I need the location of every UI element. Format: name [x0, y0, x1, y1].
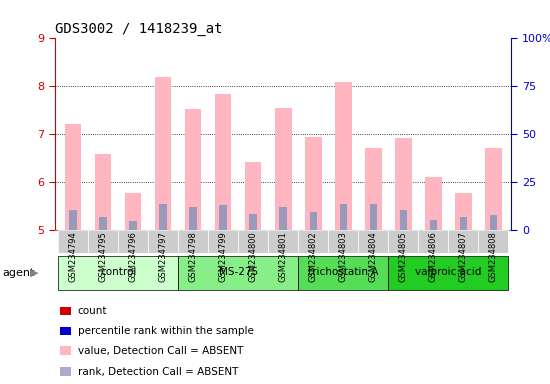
Bar — [69, 210, 77, 230]
Bar — [388, 230, 419, 253]
Bar — [448, 230, 478, 253]
Text: trichostatin A: trichostatin A — [308, 267, 378, 277]
Bar — [460, 217, 467, 230]
Bar — [298, 230, 328, 253]
Bar — [215, 94, 232, 230]
Text: GSM234807: GSM234807 — [459, 232, 468, 282]
Bar — [388, 256, 509, 290]
Bar — [238, 230, 268, 253]
Bar — [310, 212, 317, 230]
Bar — [59, 367, 71, 376]
Bar — [395, 138, 411, 230]
Text: GSM234795: GSM234795 — [98, 232, 108, 282]
Text: GSM234799: GSM234799 — [219, 232, 228, 282]
Bar — [178, 256, 298, 290]
Bar — [365, 148, 382, 230]
Bar — [59, 327, 71, 335]
Bar — [59, 346, 71, 355]
Text: valproic acid: valproic acid — [415, 267, 482, 277]
Bar — [65, 124, 81, 230]
Bar — [370, 204, 377, 230]
Bar — [160, 204, 167, 230]
Bar — [208, 230, 238, 253]
Bar — [88, 230, 118, 253]
Text: GSM234808: GSM234808 — [489, 232, 498, 282]
Bar — [189, 207, 197, 230]
Text: GSM234806: GSM234806 — [429, 232, 438, 282]
Text: GSM234800: GSM234800 — [249, 232, 258, 282]
Bar — [430, 220, 437, 230]
Text: GSM234804: GSM234804 — [369, 232, 378, 282]
Bar — [455, 194, 472, 230]
Bar — [185, 109, 201, 230]
Text: MS-275: MS-275 — [219, 267, 258, 277]
Bar — [279, 207, 287, 230]
Text: value, Detection Call = ABSENT: value, Detection Call = ABSENT — [78, 346, 243, 356]
Bar — [95, 154, 111, 230]
Text: GSM234801: GSM234801 — [279, 232, 288, 282]
Bar — [125, 193, 141, 230]
Bar — [118, 230, 148, 253]
Bar — [219, 205, 227, 230]
Text: GSM234797: GSM234797 — [158, 232, 168, 282]
Text: GSM234803: GSM234803 — [339, 232, 348, 282]
Bar — [490, 215, 497, 230]
Bar — [335, 82, 351, 230]
Bar — [178, 230, 208, 253]
Bar — [400, 210, 407, 230]
Bar — [419, 230, 448, 253]
Bar — [100, 217, 107, 230]
Bar — [275, 108, 292, 230]
Text: percentile rank within the sample: percentile rank within the sample — [78, 326, 254, 336]
Bar — [245, 162, 261, 230]
Bar — [359, 230, 388, 253]
Text: rank, Detection Call = ABSENT: rank, Detection Call = ABSENT — [78, 367, 238, 377]
Bar — [478, 230, 509, 253]
Text: GSM234805: GSM234805 — [399, 232, 408, 282]
Bar — [58, 256, 178, 290]
Bar — [425, 177, 442, 230]
Text: GSM234798: GSM234798 — [189, 232, 197, 282]
Text: count: count — [78, 306, 107, 316]
Text: agent: agent — [3, 268, 35, 278]
Bar — [155, 77, 172, 230]
Text: ▶: ▶ — [30, 268, 38, 278]
Bar — [485, 148, 502, 230]
Text: GSM234802: GSM234802 — [309, 232, 318, 282]
Bar — [268, 230, 298, 253]
Bar — [148, 230, 178, 253]
Bar — [59, 307, 71, 315]
Text: control: control — [100, 267, 136, 277]
Bar — [339, 204, 347, 230]
Bar — [328, 230, 359, 253]
Bar — [250, 214, 257, 230]
Text: GDS3002 / 1418239_at: GDS3002 / 1418239_at — [55, 22, 223, 36]
Text: GSM234794: GSM234794 — [69, 232, 78, 282]
Bar — [58, 230, 88, 253]
Bar — [298, 256, 388, 290]
Text: GSM234796: GSM234796 — [129, 232, 138, 282]
Bar — [129, 221, 137, 230]
Bar — [305, 137, 322, 230]
